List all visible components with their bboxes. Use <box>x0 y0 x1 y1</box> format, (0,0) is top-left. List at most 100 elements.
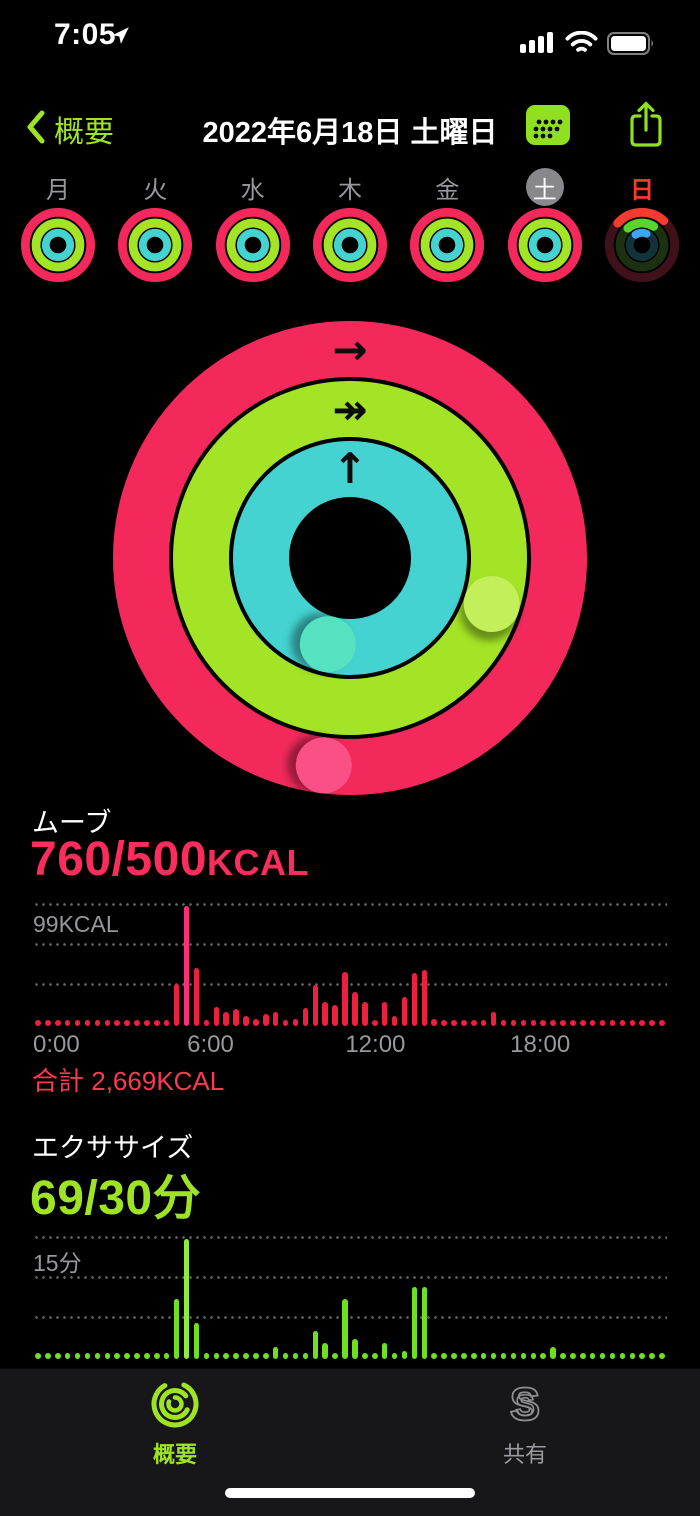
wifi-icon <box>565 30 598 60</box>
chart-bar <box>74 1353 81 1359</box>
chart-bar <box>223 1353 229 1359</box>
move-goal-arrow-icon: → <box>332 325 368 374</box>
chart-bar <box>55 1353 61 1359</box>
chart-bar <box>282 1353 289 1359</box>
activity-rings-tab-icon <box>149 1378 201 1435</box>
exercise-value: 69/30分 <box>30 1158 201 1228</box>
chart-bar <box>391 1016 398 1026</box>
stand-goal-arrow-icon: ↑ <box>332 444 368 493</box>
weekday-label: 木 <box>337 176 362 204</box>
chart-bar <box>362 1001 368 1026</box>
sharing-tab-icon: S S <box>499 1377 551 1435</box>
tab-sharing[interactable]: S S 共有 <box>350 1369 700 1516</box>
chart-bar <box>570 1353 576 1359</box>
move-chart[interactable]: 99KCAL <box>33 903 667 1026</box>
chart-bar <box>292 1353 299 1359</box>
svg-text:S: S <box>510 1378 541 1430</box>
chart-bar <box>203 1019 210 1026</box>
chart-bar <box>243 1353 249 1359</box>
chart-bar <box>104 1020 111 1026</box>
exercise-chart[interactable]: 15分 <box>33 1236 667 1359</box>
chart-bar <box>94 1353 101 1359</box>
exercise-goal-arrow-icon: ↠ <box>332 385 368 434</box>
weekday-label: 土 <box>525 168 564 206</box>
chart-bar <box>362 1353 368 1359</box>
weekday-4[interactable]: 金 <box>408 168 486 284</box>
chart-bar <box>84 1020 91 1026</box>
chart-bar <box>84 1353 91 1359</box>
chart-bar <box>580 1020 586 1026</box>
gridline <box>33 1276 667 1279</box>
chart-bar <box>421 1287 428 1359</box>
weekday-label: 水 <box>240 176 265 204</box>
chart-bar <box>629 1020 636 1026</box>
axis-tick: 12:00 <box>345 1031 406 1058</box>
chart-bar <box>649 1353 655 1359</box>
chart-bar <box>372 1020 378 1026</box>
weekday-2[interactable]: 水 <box>214 168 292 284</box>
chart-bar <box>183 1239 190 1359</box>
chart-bar <box>560 1020 566 1026</box>
move-total: 合計 2,669KCAL <box>32 1061 224 1098</box>
chart-bar <box>134 1353 140 1359</box>
weekday-1[interactable]: 火 <box>116 168 194 284</box>
chart-bar <box>213 1006 220 1026</box>
chevron-left-icon <box>26 110 46 149</box>
chart-bar <box>629 1353 636 1359</box>
chart-bar <box>609 1353 616 1359</box>
svg-text:S: S <box>515 1390 534 1422</box>
chart-bar <box>134 1020 140 1026</box>
move-total-value: 2,669KCAL <box>91 1066 225 1096</box>
chart-bar <box>263 1353 269 1359</box>
chart-bar <box>64 1020 71 1026</box>
gridline <box>33 903 667 906</box>
chart-bar <box>342 1299 348 1359</box>
location-arrow-icon <box>110 25 131 51</box>
gridline <box>33 1236 667 1239</box>
chart-bar <box>570 1020 576 1026</box>
weekday-3[interactable]: 木 <box>311 168 389 284</box>
chart-bar <box>114 1020 120 1026</box>
weekday-5[interactable]: 土 <box>506 168 584 284</box>
calendar-button[interactable] <box>525 103 571 152</box>
chart-bar <box>332 1353 338 1359</box>
week-day-selector: 月火 水 木 金 土 日 <box>0 168 700 284</box>
chart-bar <box>124 1020 130 1026</box>
chart-bar <box>154 1353 160 1359</box>
back-button[interactable]: 概要 <box>26 107 114 151</box>
weekday-0[interactable]: 月 <box>19 168 97 284</box>
home-indicator[interactable] <box>225 1488 475 1498</box>
share-button[interactable] <box>627 100 665 155</box>
chart-bar <box>144 1020 150 1026</box>
tab-sharing-label: 共有 <box>502 1442 547 1467</box>
mini-activity-rings <box>118 207 193 283</box>
chart-bar <box>639 1020 645 1026</box>
gridline <box>33 943 667 946</box>
chart-bar <box>302 1007 309 1026</box>
chart-bar <box>599 1020 606 1026</box>
chart-bar <box>243 1016 249 1026</box>
chart-bar <box>619 1353 626 1359</box>
chart-bar <box>560 1353 566 1359</box>
chart-bar <box>64 1353 71 1359</box>
chart-bar <box>589 1020 596 1026</box>
chart-bar <box>381 1343 388 1359</box>
chart-bar <box>233 1009 239 1026</box>
chart-bar <box>352 992 358 1026</box>
exercise-value-number: 69/30 <box>30 1172 153 1225</box>
chart-bar <box>381 1001 388 1026</box>
chart-bar <box>540 1020 546 1026</box>
chart-bar <box>530 1020 537 1026</box>
mini-activity-rings <box>507 207 582 283</box>
chart-bar <box>649 1020 655 1026</box>
tab-summary[interactable]: 概要 <box>0 1369 350 1516</box>
chart-bar <box>322 1343 328 1359</box>
chart-bar <box>451 1353 457 1359</box>
chart-bar <box>45 1020 51 1026</box>
chart-bar <box>193 1323 200 1359</box>
chart-bar <box>193 967 200 1026</box>
chart-bar <box>372 1353 378 1359</box>
chart-bar <box>173 983 180 1026</box>
weekday-6[interactable]: 日 <box>603 168 681 284</box>
mini-activity-rings <box>215 207 290 283</box>
